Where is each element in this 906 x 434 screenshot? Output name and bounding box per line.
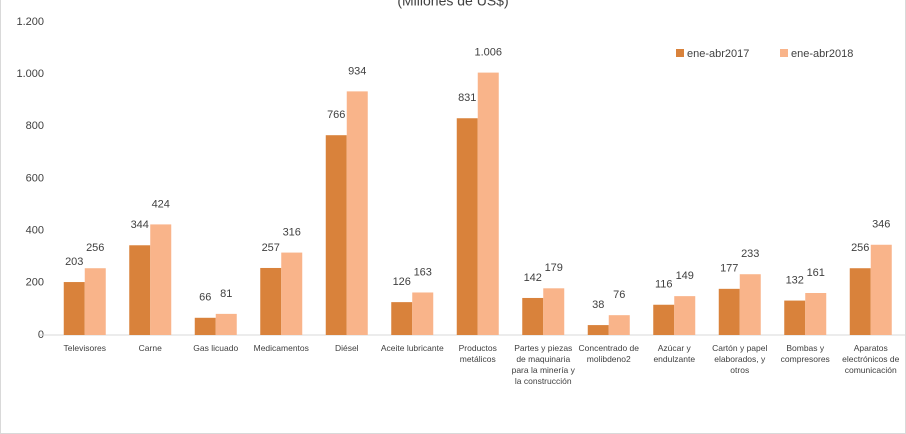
x-tick-label: Partes y piezas de maquinaria para la mi…	[511, 343, 575, 386]
x-tick-label: Azúcar y endulzante	[653, 343, 696, 364]
x-tick-label: Gas licuado	[193, 343, 239, 353]
bar	[412, 292, 434, 335]
value-label: 81	[220, 288, 232, 300]
value-label: 766	[327, 109, 345, 121]
x-tick-label: Aparatos electrónicos de comunicación	[842, 343, 900, 375]
bar	[739, 274, 761, 335]
bar	[194, 317, 216, 335]
bar	[456, 118, 478, 335]
bar	[84, 268, 106, 335]
value-label: 163	[414, 266, 432, 278]
value-label: 177	[720, 263, 738, 275]
value-label: 233	[741, 248, 759, 260]
value-label: 116	[655, 279, 673, 291]
value-label: 934	[348, 65, 366, 77]
value-label: 179	[545, 262, 563, 274]
x-tick-label: Televisores	[63, 343, 107, 353]
value-label: 161	[807, 267, 825, 279]
bar	[150, 224, 172, 335]
bar	[870, 244, 892, 335]
value-label: 257	[262, 242, 280, 254]
bar	[587, 325, 609, 335]
bar	[849, 268, 871, 335]
x-tick-label: Aceite lubricante	[380, 343, 444, 353]
value-label: 126	[393, 276, 411, 288]
bar	[784, 300, 806, 335]
bar	[281, 252, 303, 335]
bar	[522, 297, 544, 335]
bar	[260, 267, 282, 335]
value-label: 256	[86, 242, 104, 254]
x-tick-label: Diésel	[334, 343, 359, 353]
value-label: 66	[199, 292, 211, 304]
legend-swatch	[780, 49, 788, 57]
value-label: 424	[152, 198, 170, 210]
bar	[718, 288, 740, 335]
value-label: 256	[851, 242, 869, 254]
chart-title: (Millones de US$)	[397, 0, 508, 9]
y-tick-label: 600	[26, 172, 44, 184]
y-tick-label: 400	[26, 225, 44, 237]
x-tick-label: Concentrado de molibdeno2	[578, 343, 640, 364]
value-label: 203	[65, 256, 83, 268]
y-tick-label: 800	[26, 120, 44, 132]
bar	[608, 315, 630, 335]
bar	[129, 245, 151, 335]
value-label: 132	[786, 274, 804, 286]
x-tick-label: Medicamentos	[253, 343, 309, 353]
bar	[653, 304, 675, 335]
y-tick-label: 200	[26, 277, 44, 289]
bar	[543, 288, 565, 335]
y-tick-label: 1.000	[16, 68, 44, 80]
bar	[805, 293, 827, 335]
legend-label: ene-abr2018	[791, 48, 853, 60]
bar	[346, 91, 368, 335]
x-tick-label: Carne	[138, 343, 162, 353]
x-tick-label: Cartón y papel elaborados, y otros	[712, 343, 768, 375]
legend-swatch	[676, 49, 684, 57]
value-label: 149	[676, 270, 694, 282]
value-label: 831	[458, 92, 476, 104]
y-tick-label: 1.200	[16, 16, 44, 28]
legend-label: ene-abr2017	[687, 48, 749, 60]
x-tick-label: Bombas y compresores	[780, 343, 830, 364]
value-label: 1.006	[474, 47, 502, 59]
bar	[63, 282, 85, 335]
bar	[674, 296, 696, 335]
value-label: 316	[283, 226, 301, 238]
bar	[215, 313, 237, 335]
value-label: 344	[131, 219, 149, 231]
bar	[391, 302, 413, 335]
value-label: 346	[872, 219, 890, 231]
value-label: 142	[524, 272, 542, 284]
value-label: 76	[613, 289, 625, 301]
bar	[325, 135, 347, 335]
value-label: 38	[592, 299, 604, 311]
x-tick-label: Productos metálicos	[458, 343, 497, 364]
bar	[477, 72, 499, 335]
